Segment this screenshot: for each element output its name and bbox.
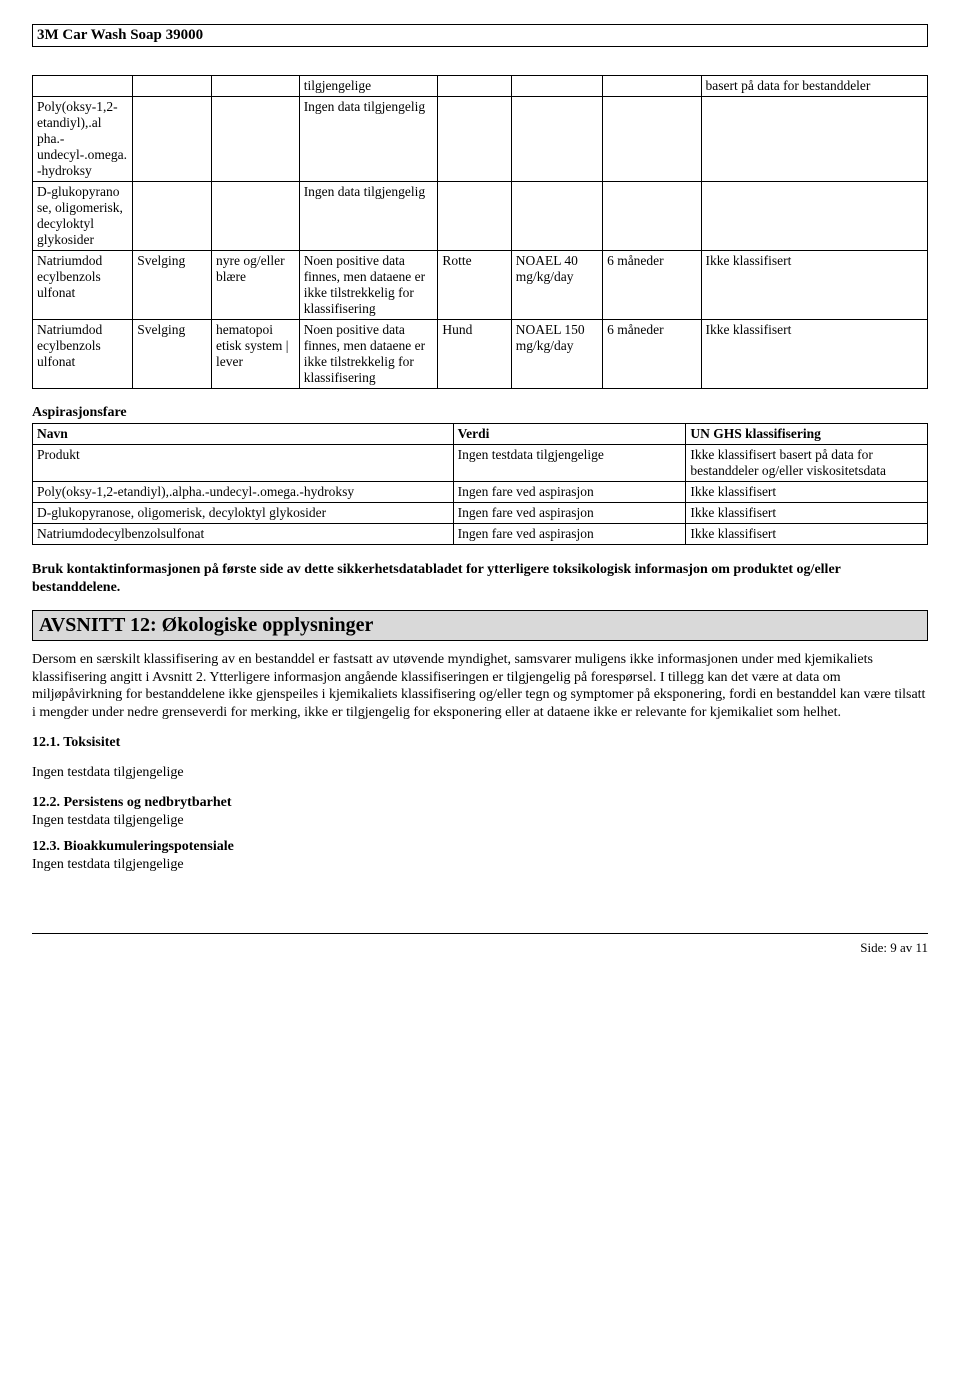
cell: Produkt bbox=[33, 445, 454, 482]
cell: Hund bbox=[438, 320, 511, 389]
col-header-name: Navn bbox=[33, 424, 454, 445]
section-12-title: AVSNITT 12: Økologiske opplysninger bbox=[32, 610, 928, 641]
cell: Noen positive data finnes, men dataene e… bbox=[299, 251, 438, 320]
cell: 6 måneder bbox=[603, 251, 701, 320]
cell: D-glukopyranose, oligomerisk, decyloktyl… bbox=[33, 503, 454, 524]
cell bbox=[438, 182, 511, 251]
cell: nyre og/eller blære bbox=[211, 251, 299, 320]
cell: basert på data for bestanddeler bbox=[701, 76, 928, 97]
cell: NOAEL 150 mg/kg/day bbox=[511, 320, 602, 389]
cell: Rotte bbox=[438, 251, 511, 320]
cell: NOAEL 40 mg/kg/day bbox=[511, 251, 602, 320]
cell: Natriumdod ecylbenzols ulfonat bbox=[33, 251, 133, 320]
cell bbox=[133, 182, 212, 251]
cell bbox=[603, 97, 701, 182]
subsection-12-2-text: Ingen testdata tilgjengelige bbox=[32, 813, 928, 829]
doc-title: 3M Car Wash Soap 39000 bbox=[37, 27, 203, 43]
cell bbox=[511, 76, 602, 97]
subsection-12-1-text: Ingen testdata tilgjengelige bbox=[32, 765, 928, 781]
cell: Poly(oksy-1,2-etandiyl),.al pha.-undecyl… bbox=[33, 97, 133, 182]
cell bbox=[133, 97, 212, 182]
section-12-paragraph: Dersom en særskilt klassifisering av en … bbox=[32, 651, 928, 721]
cell: Natriumdod ecylbenzols ulfonat bbox=[33, 320, 133, 389]
table-row: Natriumdod ecylbenzols ulfonat Svelging … bbox=[33, 320, 928, 389]
contact-note: Bruk kontaktinformasjonen på første side… bbox=[32, 561, 928, 596]
cell bbox=[438, 97, 511, 182]
cell: Natriumdodecylbenzolsulfonat bbox=[33, 524, 454, 545]
table-row: Poly(oksy-1,2-etandiyl),.al pha.-undecyl… bbox=[33, 97, 928, 182]
table-row: Natriumdodecylbenzolsulfonat Ingen fare … bbox=[33, 524, 928, 545]
cell: Ikke klassifisert bbox=[701, 320, 928, 389]
table-row: Poly(oksy-1,2-etandiyl),.alpha.-undecyl-… bbox=[33, 482, 928, 503]
col-header-value: Verdi bbox=[453, 424, 686, 445]
cell bbox=[438, 76, 511, 97]
cell: 6 måneder bbox=[603, 320, 701, 389]
main-data-table: tilgjengelige basert på data for bestand… bbox=[32, 75, 928, 389]
cell: Ingen testdata tilgjengelige bbox=[453, 445, 686, 482]
subsection-12-1-heading: 12.1. Toksisitet bbox=[32, 735, 928, 751]
cell bbox=[701, 182, 928, 251]
cell: D-glukopyrano se, oligomerisk, decylokty… bbox=[33, 182, 133, 251]
subsection-12-3-text: Ingen testdata tilgjengelige bbox=[32, 857, 928, 873]
cell bbox=[603, 76, 701, 97]
cell bbox=[511, 97, 602, 182]
cell: Ingen fare ved aspirasjon bbox=[453, 482, 686, 503]
cell bbox=[133, 76, 212, 97]
table-row: D-glukopyranose, oligomerisk, decyloktyl… bbox=[33, 503, 928, 524]
aspiration-heading: Aspirasjonsfare bbox=[32, 405, 928, 421]
cell bbox=[211, 97, 299, 182]
cell: Noen positive data finnes, men dataene e… bbox=[299, 320, 438, 389]
cell bbox=[211, 182, 299, 251]
page-footer: Side: 9 av 11 bbox=[32, 933, 928, 956]
col-header-class: UN GHS klassifisering bbox=[686, 424, 928, 445]
aspiration-table: Navn Verdi UN GHS klassifisering Produkt… bbox=[32, 423, 928, 545]
table-row: tilgjengelige basert på data for bestand… bbox=[33, 76, 928, 97]
table-row: Natriumdod ecylbenzols ulfonat Svelging … bbox=[33, 251, 928, 320]
cell: Ikke klassifisert bbox=[686, 482, 928, 503]
cell bbox=[701, 97, 928, 182]
cell: Ikke klassifisert bbox=[686, 503, 928, 524]
cell: Poly(oksy-1,2-etandiyl),.alpha.-undecyl-… bbox=[33, 482, 454, 503]
cell bbox=[511, 182, 602, 251]
cell bbox=[33, 76, 133, 97]
cell: Ikke klassifisert bbox=[701, 251, 928, 320]
cell: Svelging bbox=[133, 320, 212, 389]
table-row: D-glukopyrano se, oligomerisk, decylokty… bbox=[33, 182, 928, 251]
cell: Ingen data tilgjengelig bbox=[299, 97, 438, 182]
cell: Ikke klassifisert basert på data for bes… bbox=[686, 445, 928, 482]
table-row: Produkt Ingen testdata tilgjengelige Ikk… bbox=[33, 445, 928, 482]
cell: Ingen data tilgjengelig bbox=[299, 182, 438, 251]
doc-title-box: 3M Car Wash Soap 39000 bbox=[32, 24, 928, 47]
table-header-row: Navn Verdi UN GHS klassifisering bbox=[33, 424, 928, 445]
cell: Ingen fare ved aspirasjon bbox=[453, 503, 686, 524]
cell: hematopoi etisk system | lever bbox=[211, 320, 299, 389]
subsection-12-2-heading: 12.2. Persistens og nedbrytbarhet bbox=[32, 795, 928, 811]
cell: Ikke klassifisert bbox=[686, 524, 928, 545]
cell bbox=[211, 76, 299, 97]
subsection-12-3-heading: 12.3. Bioakkumuleringspotensiale bbox=[32, 839, 928, 855]
cell: Svelging bbox=[133, 251, 212, 320]
page-number: Side: 9 av 11 bbox=[860, 940, 928, 955]
cell: tilgjengelige bbox=[299, 76, 438, 97]
cell bbox=[603, 182, 701, 251]
cell: Ingen fare ved aspirasjon bbox=[453, 524, 686, 545]
